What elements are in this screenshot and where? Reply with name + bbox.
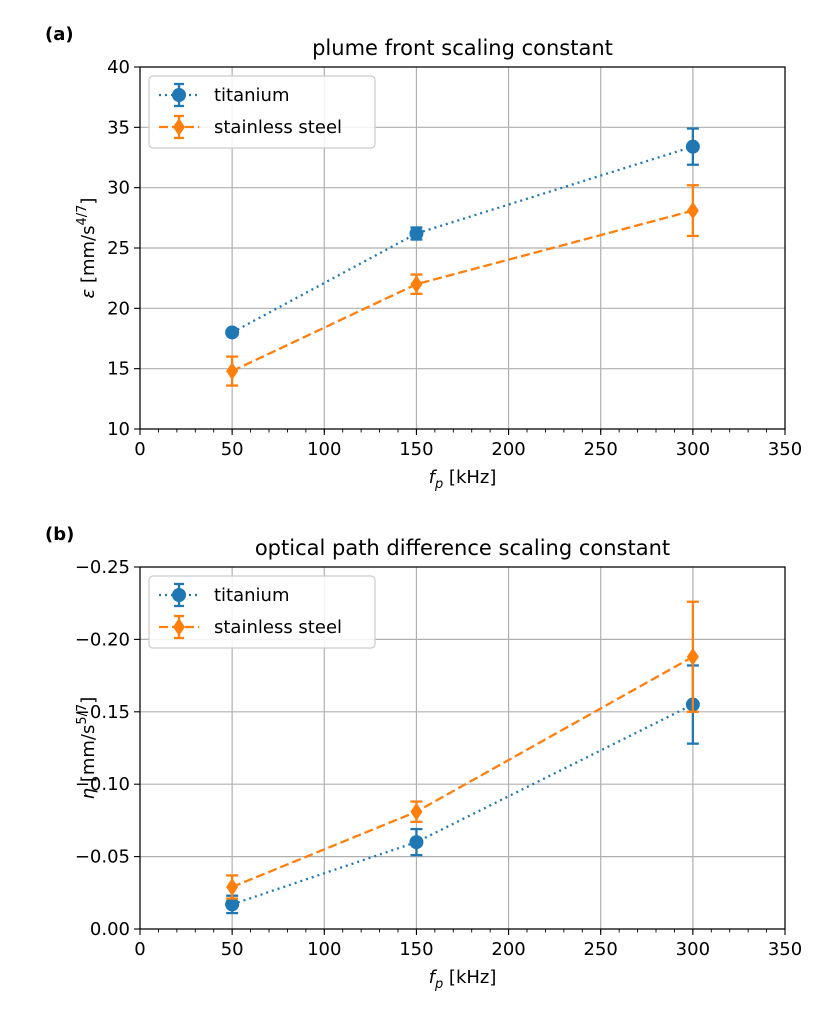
x-axis-label-subscript: p	[434, 977, 443, 992]
y-tick-label: −0.10	[75, 774, 130, 795]
y-tick-label: −0.25	[75, 557, 130, 578]
legend-marker-stainless-steel	[173, 118, 185, 136]
x-tick-label: 0	[134, 939, 145, 960]
y-tick-label: 10	[107, 419, 130, 440]
y-tick-label: −0.05	[75, 847, 130, 868]
legend-label-titanium: titanium	[214, 585, 290, 606]
y-tick-label: 15	[107, 359, 130, 380]
y-tick-label: 40	[107, 57, 130, 78]
data-point-titanium	[409, 226, 424, 241]
panel-label: (a)	[45, 24, 74, 45]
x-tick-label: 150	[399, 439, 433, 460]
plot-frame	[139, 566, 786, 930]
series-line-stainless-steel	[231, 209, 694, 373]
series-line-titanium	[231, 145, 694, 334]
x-tick-label: 300	[676, 439, 710, 460]
legend-label-stainless-steel: stainless steel	[214, 117, 342, 138]
series-line-stainless-steel	[231, 655, 694, 889]
panel-label: (b)	[45, 524, 74, 545]
x-axis-label-unit: [kHz]	[443, 967, 496, 988]
x-tick-label: 50	[221, 939, 244, 960]
y-tick-label: 25	[107, 238, 130, 259]
data-point-stainless-steel	[410, 275, 423, 294]
y-tick-label: 20	[107, 298, 130, 319]
x-tick-label: 100	[307, 939, 341, 960]
x-tick-label: 250	[584, 439, 618, 460]
y-axis-label-superscript: 4/7	[75, 205, 90, 226]
y-tick-label: 0.00	[90, 919, 130, 940]
data-point-stainless-steel	[226, 362, 239, 381]
chart-panel-b: 0 50 100 150 200 250 300 350 0.00 −0.05 −0.10 −0.15…	[45, 524, 802, 992]
y-axis-label-symbol: η	[78, 788, 99, 799]
data-point-stainless-steel	[226, 878, 239, 897]
legend-box	[148, 75, 376, 149]
legend-marker-titanium	[172, 88, 186, 102]
legend-marker-titanium	[172, 588, 186, 602]
x-tick-label: 350	[768, 439, 802, 460]
legend-label-stainless-steel: stainless steel	[214, 617, 342, 638]
y-axis-label-close: ]	[78, 697, 99, 704]
y-axis-label-unit: [mm/s	[78, 225, 99, 288]
y-tick-label: 35	[107, 117, 130, 138]
data-point-stainless-steel	[410, 802, 423, 821]
x-tick-label: 50	[221, 439, 244, 460]
x-tick-label: 350	[768, 939, 802, 960]
y-axis-label-unit: [mm/s	[78, 725, 99, 788]
data-point-titanium	[225, 325, 240, 340]
x-tick-label: 300	[676, 939, 710, 960]
legend: titanium stainless steel	[148, 75, 376, 149]
y-tick-label: −0.20	[75, 629, 130, 650]
data-point-stainless-steel	[686, 647, 699, 666]
y-axis-label-symbol: ε	[78, 288, 99, 298]
x-tick-label: 250	[584, 939, 618, 960]
chart-title: plume front scaling constant	[312, 36, 613, 60]
chart-title: optical path difference scaling constant	[255, 536, 670, 560]
x-axis-label: fp [kHz]	[429, 467, 497, 492]
y-axis-label-close: ]	[78, 198, 99, 205]
x-tick-label: 200	[491, 939, 525, 960]
x-tick-label: 0	[134, 439, 145, 460]
x-axis-label-symbol: f	[429, 967, 438, 988]
chart-panel-a: 0 50 100 150 200 250 300 350 10 15 20 25 30 35 40 plume…	[45, 24, 802, 492]
legend-box	[148, 575, 376, 649]
data-point-titanium	[409, 835, 424, 850]
y-axis-label: ε [mm/s4/7]	[75, 198, 99, 299]
y-tick-label: −0.15	[75, 702, 130, 723]
data-point-titanium	[685, 139, 700, 154]
x-tick-label: 150	[399, 939, 433, 960]
legend-label-titanium: titanium	[214, 85, 290, 106]
plot-frame	[139, 66, 786, 430]
x-tick-label: 200	[491, 439, 525, 460]
x-axis-label-symbol: f	[429, 467, 438, 488]
data-point-stainless-steel	[686, 201, 699, 220]
y-axis-label-superscript: 5/7	[75, 704, 90, 725]
x-tick-label: 100	[307, 439, 341, 460]
data-point-titanium	[225, 897, 240, 912]
x-axis-label-subscript: p	[434, 477, 443, 492]
legend-marker-stainless-steel	[173, 618, 185, 636]
x-axis-label-unit: [kHz]	[443, 467, 496, 488]
y-axis-label: η [mm/s5/7]	[75, 697, 99, 800]
legend: titanium stainless steel	[148, 575, 376, 649]
y-tick-label: 30	[107, 178, 130, 199]
x-axis-label: fp [kHz]	[429, 967, 497, 992]
series-line-titanium	[231, 703, 694, 906]
